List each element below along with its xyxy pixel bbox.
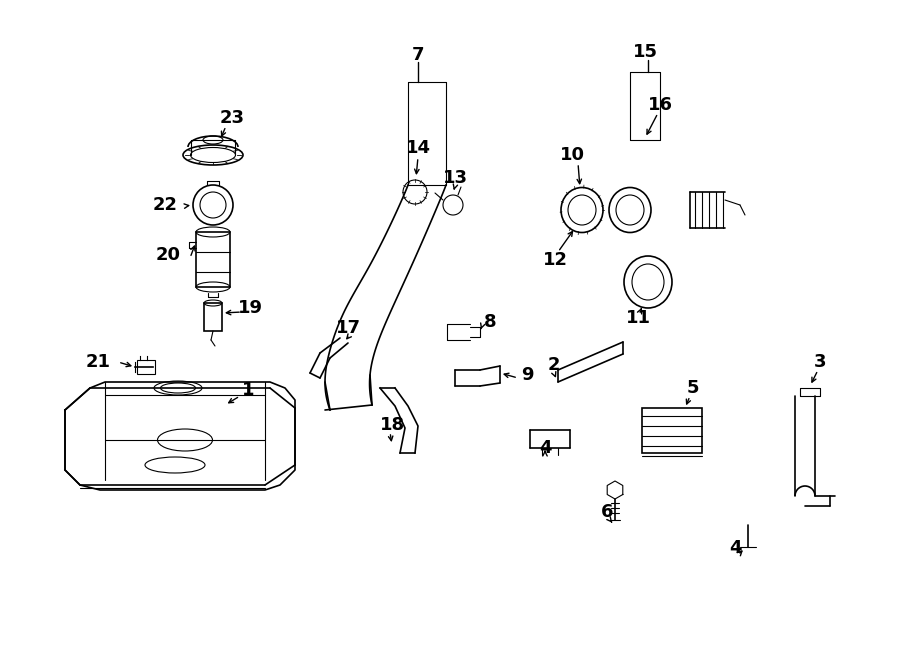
- Text: 12: 12: [543, 251, 568, 269]
- Text: 1: 1: [242, 381, 254, 399]
- Text: 2: 2: [548, 356, 560, 374]
- Text: 13: 13: [443, 169, 467, 187]
- Text: 9: 9: [521, 366, 533, 384]
- Text: 6: 6: [601, 503, 613, 521]
- Text: 3: 3: [814, 353, 826, 371]
- Text: 15: 15: [633, 43, 658, 61]
- Text: 5: 5: [687, 379, 699, 397]
- Text: 14: 14: [406, 139, 430, 157]
- Text: 10: 10: [560, 146, 584, 164]
- Text: 8: 8: [483, 313, 496, 331]
- Bar: [642, 408, 702, 453]
- Text: 16: 16: [647, 96, 672, 114]
- Bar: [204, 303, 222, 331]
- Text: 19: 19: [238, 299, 263, 317]
- Bar: [137, 360, 155, 374]
- Text: 22: 22: [152, 196, 177, 214]
- Text: 17: 17: [336, 319, 361, 337]
- Text: 4: 4: [729, 539, 742, 557]
- Bar: [196, 232, 230, 287]
- Text: 4: 4: [539, 439, 551, 457]
- Text: 23: 23: [220, 109, 245, 127]
- Text: 21: 21: [86, 353, 111, 371]
- Text: 18: 18: [381, 416, 406, 434]
- Text: 7: 7: [412, 46, 424, 64]
- Text: 20: 20: [156, 246, 181, 264]
- Text: 11: 11: [626, 309, 651, 327]
